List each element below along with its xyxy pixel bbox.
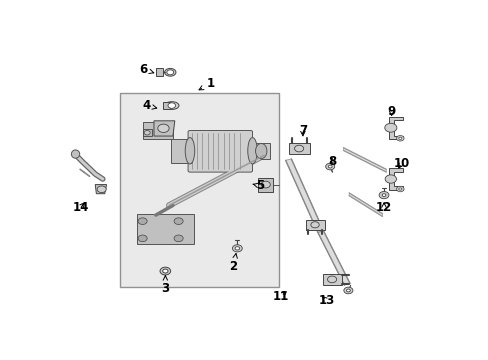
Circle shape [294, 145, 303, 152]
Ellipse shape [255, 143, 266, 159]
Polygon shape [258, 177, 273, 192]
Polygon shape [343, 148, 386, 172]
Circle shape [325, 163, 334, 170]
Circle shape [174, 235, 183, 242]
FancyBboxPatch shape [137, 214, 193, 244]
Text: 5: 5 [253, 179, 264, 193]
Text: 2: 2 [229, 253, 237, 273]
Circle shape [144, 131, 150, 135]
Polygon shape [348, 193, 382, 216]
Circle shape [385, 175, 396, 183]
Polygon shape [120, 93, 279, 287]
Text: 11: 11 [272, 289, 288, 302]
Circle shape [97, 186, 106, 193]
Text: 13: 13 [318, 294, 334, 307]
Polygon shape [388, 168, 403, 190]
Circle shape [343, 287, 352, 294]
Text: 3: 3 [161, 276, 169, 295]
FancyBboxPatch shape [163, 102, 170, 109]
Circle shape [398, 188, 401, 190]
Ellipse shape [185, 138, 194, 164]
Text: 8: 8 [327, 154, 336, 167]
Circle shape [396, 186, 403, 192]
Polygon shape [288, 143, 309, 154]
Text: 1: 1 [199, 77, 214, 90]
Circle shape [327, 276, 336, 283]
Polygon shape [305, 220, 324, 230]
Circle shape [346, 289, 349, 292]
Polygon shape [142, 129, 152, 136]
Polygon shape [322, 274, 342, 285]
Circle shape [398, 137, 401, 139]
Polygon shape [317, 231, 349, 285]
Ellipse shape [164, 102, 179, 109]
Circle shape [163, 269, 168, 273]
Circle shape [261, 181, 270, 188]
Circle shape [327, 165, 331, 168]
Circle shape [138, 235, 147, 242]
FancyBboxPatch shape [171, 139, 191, 163]
Circle shape [384, 123, 396, 132]
Polygon shape [95, 185, 106, 194]
Ellipse shape [71, 150, 80, 158]
Polygon shape [285, 159, 323, 233]
FancyBboxPatch shape [156, 68, 163, 76]
Ellipse shape [164, 68, 176, 76]
Circle shape [378, 192, 388, 199]
Ellipse shape [247, 138, 257, 164]
Circle shape [381, 194, 385, 197]
Circle shape [235, 247, 239, 250]
Text: 6: 6 [140, 63, 154, 76]
Circle shape [166, 70, 173, 75]
Polygon shape [142, 122, 173, 139]
Circle shape [168, 103, 175, 108]
Text: 10: 10 [392, 157, 409, 170]
Polygon shape [154, 121, 175, 136]
Circle shape [232, 245, 242, 252]
Text: 12: 12 [375, 201, 391, 214]
Circle shape [160, 267, 170, 275]
Text: 9: 9 [386, 105, 395, 118]
Text: 4: 4 [142, 99, 157, 112]
Polygon shape [388, 117, 403, 139]
Circle shape [310, 222, 319, 228]
Text: 14: 14 [73, 201, 89, 214]
Circle shape [138, 218, 147, 225]
FancyBboxPatch shape [252, 143, 269, 159]
Circle shape [158, 124, 169, 132]
Text: 7: 7 [298, 124, 306, 137]
Circle shape [396, 135, 403, 141]
Circle shape [174, 218, 183, 225]
FancyBboxPatch shape [188, 131, 252, 172]
